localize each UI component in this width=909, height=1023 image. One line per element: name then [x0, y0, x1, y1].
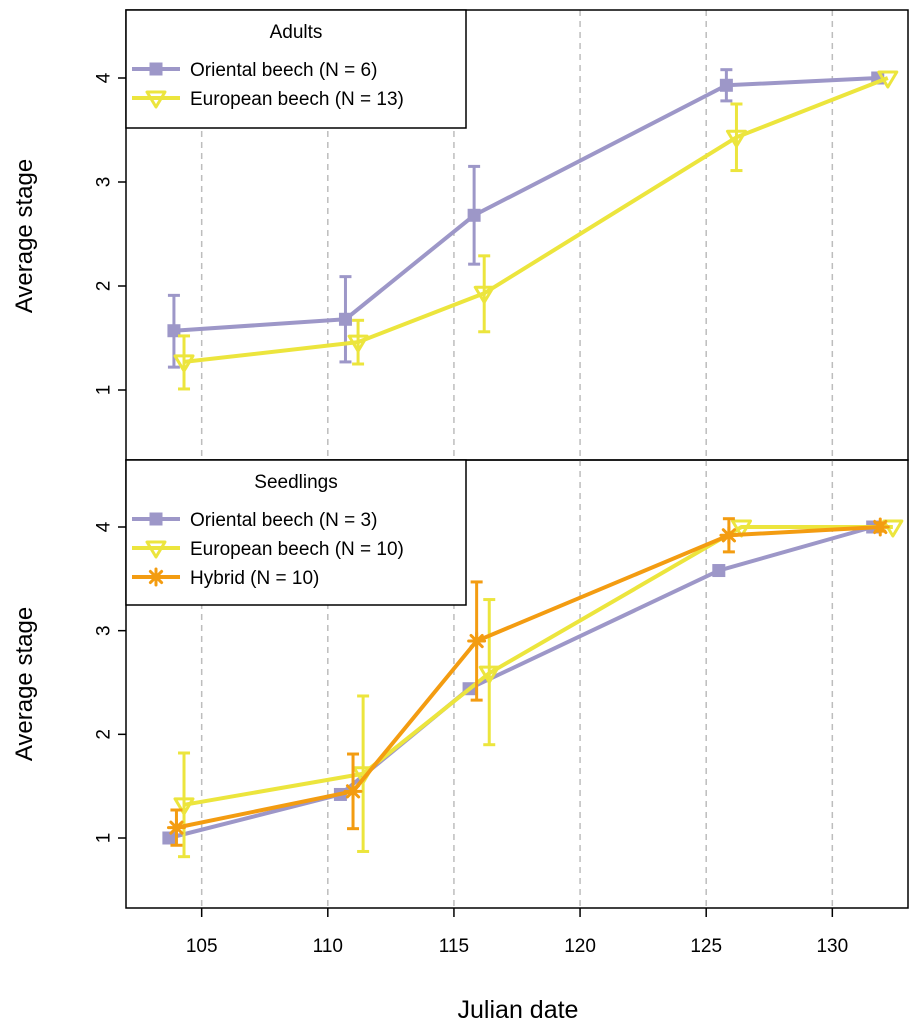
legend-entry: European beech (N = 10)	[190, 539, 404, 560]
y-axis-label-seedlings: Average stage	[11, 607, 38, 761]
y-tick-label: 2	[94, 281, 115, 292]
x-tick-label: 110	[313, 936, 343, 957]
y-tick-label: 3	[94, 177, 115, 188]
x-tick-label: 115	[439, 936, 469, 957]
data-point	[467, 631, 487, 651]
data-point	[731, 519, 753, 538]
adults-panel: 1 2 3 4 Adults Oriental beech (N = 6) European…	[94, 9, 909, 461]
seedlings-panel: 1 2 3 4 Seedlings Oriental beech (N = 3) Europ…	[94, 459, 909, 909]
data-point	[882, 519, 904, 538]
legend-marker	[149, 512, 163, 526]
legend-entry: Oriental beech (N = 3)	[190, 510, 377, 531]
legend-marker	[146, 567, 166, 587]
y-tick-label: 2	[94, 729, 115, 740]
legend-title: Adults	[270, 22, 323, 43]
data-point	[467, 208, 481, 222]
y-tick-label: 4	[94, 521, 115, 532]
legend-marker	[149, 62, 163, 76]
data-point	[478, 665, 500, 684]
x-tick-label: 125	[690, 936, 722, 957]
data-point	[347, 334, 369, 353]
y-tick-label: 1	[94, 385, 115, 396]
legend: Seedlings Oriental beech (N = 3) European …	[125, 459, 467, 606]
data-point	[343, 781, 363, 801]
x-axis-label: Julian date	[458, 996, 579, 1023]
legend-title: Seedlings	[254, 472, 337, 493]
data-point	[173, 797, 195, 816]
data-point	[173, 354, 195, 373]
legend-box	[125, 9, 467, 129]
data-point	[712, 564, 726, 578]
x-tick-label: 105	[186, 936, 218, 957]
legend-entry: Hybrid (N = 10)	[190, 568, 319, 589]
legend-entry: European beech (N = 13)	[190, 89, 404, 110]
legend-entry: Oriental beech (N = 6)	[190, 60, 377, 81]
data-point	[166, 818, 186, 838]
legend-marker	[145, 90, 167, 109]
data-point	[338, 312, 352, 326]
data-point	[719, 78, 733, 92]
x-tick-label: 120	[564, 936, 596, 957]
y-tick-label: 1	[94, 833, 115, 844]
y-tick-label: 3	[94, 625, 115, 636]
series-1	[173, 70, 899, 391]
x-tick-label: 130	[816, 936, 848, 957]
data-point	[719, 525, 739, 545]
legend-marker	[145, 540, 167, 559]
data-point	[725, 129, 747, 148]
x-axis: 105 110 115 120 125 130	[186, 908, 848, 957]
data-point	[877, 70, 899, 89]
legend: Adults Oriental beech (N = 6) European bee…	[125, 9, 467, 129]
data-point	[870, 517, 890, 537]
y-tick-label: 4	[94, 72, 115, 83]
plot-frame	[125, 459, 909, 909]
series-1	[173, 519, 904, 859]
data-point	[162, 831, 176, 845]
data-point	[473, 285, 495, 304]
y-axis-label-adults: Average stage	[11, 159, 38, 313]
legend-box	[125, 459, 467, 606]
data-point	[167, 324, 181, 338]
series-2	[166, 517, 890, 847]
